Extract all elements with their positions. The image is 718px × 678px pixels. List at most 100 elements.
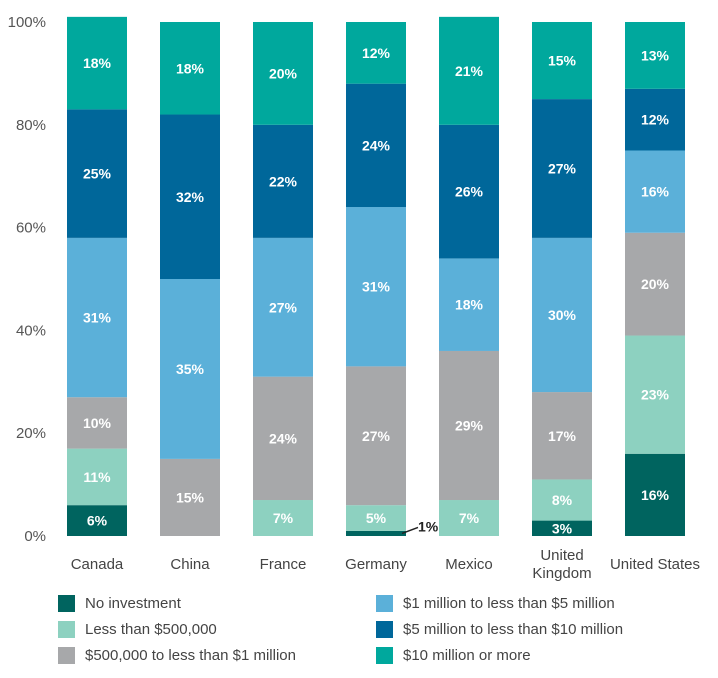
data-label: 30% <box>548 307 577 323</box>
legend-swatch <box>376 646 393 664</box>
bar-segment <box>439 500 499 536</box>
bars: 6% 11% 10% 31% 25% 18% 15% 35% 32% 18% 7% 24% 27% 22%… <box>67 16 685 536</box>
data-label: 32% <box>176 189 205 205</box>
bar-segment <box>253 237 313 377</box>
bar-segment <box>253 22 313 125</box>
bar-group: 15% 35% 32% 18% <box>160 22 220 536</box>
data-label: 15% <box>548 53 577 69</box>
bar-segment <box>346 505 406 531</box>
legend-label: Less than $500,000 <box>85 620 217 638</box>
data-label: 21% <box>455 63 484 79</box>
legend-swatch <box>58 594 75 612</box>
bar-segment <box>439 350 499 501</box>
data-label: 6% <box>87 513 108 529</box>
x-category-label: Mexico <box>445 556 493 573</box>
y-tick-label: 40% <box>16 322 46 339</box>
x-category-label: United States <box>610 556 700 573</box>
stacked-bar-chart: 0%20%40%60%80%100% 6%11%10%31%25%18%15%3… <box>8 14 700 582</box>
bar-segment <box>625 232 685 336</box>
bar-segment <box>67 109 127 238</box>
x-axis: Canada China France Germany Mexico UnitedKing… <box>71 547 700 582</box>
legend-swatch <box>58 646 75 664</box>
callout-leader <box>401 526 419 535</box>
bar-segment <box>625 453 685 536</box>
y-tick-label: 0% <box>24 528 46 545</box>
x-category-label: Germany <box>345 556 407 573</box>
data-label: 31% <box>83 310 112 326</box>
bar-segment <box>532 22 592 100</box>
legend-item: $500,000 to less than $1 million <box>58 644 296 666</box>
bar-segment <box>439 258 499 351</box>
x-category-label: Canada <box>71 556 124 573</box>
x-category-label: France <box>260 556 307 573</box>
legend-label: $1 million to less than $5 million <box>403 594 615 612</box>
data-label: 31% <box>362 279 391 295</box>
bar-segment <box>346 530 406 536</box>
bar-segment <box>253 124 313 238</box>
data-label: 24% <box>269 430 298 446</box>
data-label: 8% <box>552 492 573 508</box>
data-label: 3% <box>552 520 573 536</box>
bar-segment <box>67 397 127 449</box>
data-label: 15% <box>176 489 205 505</box>
legend: No investment Less than $500,000 $500,000 … <box>58 592 698 672</box>
bar-segment <box>160 279 220 459</box>
data-label: 29% <box>455 417 484 433</box>
data-label: 20% <box>641 276 670 292</box>
data-label: 20% <box>269 65 298 81</box>
legend-swatch <box>376 594 393 612</box>
legend-item: $5 million to less than $10 million <box>376 618 623 640</box>
bar-segment <box>346 22 406 84</box>
legend-label: $500,000 to less than $1 million <box>85 646 296 664</box>
data-label: 7% <box>459 510 480 526</box>
bar-group: 6% 11% 10% 31% 25% 18% <box>67 16 127 536</box>
y-tick-label: 20% <box>16 425 46 442</box>
bar-segment <box>532 99 592 238</box>
bar-group: 16% 23% 20% 16% 12% 13% <box>625 22 685 536</box>
data-label: 12% <box>362 45 391 61</box>
data-label: 26% <box>455 184 484 200</box>
bar-segment <box>625 150 685 233</box>
legend-label: No investment <box>85 594 181 612</box>
data-label: 16% <box>641 184 670 200</box>
data-label: 13% <box>641 47 670 63</box>
bar-segment <box>532 392 592 480</box>
legend-swatch <box>376 620 393 638</box>
bar-segment <box>253 376 313 501</box>
bar-segment <box>67 237 127 398</box>
legend-label: $5 million to less than $10 million <box>403 620 624 638</box>
data-label: 7% <box>273 510 294 526</box>
bar-segment <box>67 16 127 110</box>
data-label: 22% <box>269 173 298 189</box>
data-label: 16% <box>641 487 670 503</box>
y-tick-label: 100% <box>8 14 46 31</box>
data-label: 27% <box>269 299 298 315</box>
bar-group: 7% 24% 27% 22% 20% <box>253 22 313 536</box>
legend-item: $1 million to less than $5 million <box>376 592 615 614</box>
legend-item: $10 million or more <box>376 644 531 666</box>
bar-segment <box>625 22 685 89</box>
bar-segment <box>532 479 592 521</box>
y-axis: 0% 20% 40% 60% 80% 100% <box>8 14 46 545</box>
data-label: 10% <box>83 415 112 431</box>
data-label: 35% <box>176 361 205 377</box>
data-label: 18% <box>455 297 484 313</box>
bar-segment <box>346 83 406 208</box>
data-label: 27% <box>548 160 577 176</box>
bar-segment <box>346 366 406 506</box>
legend-label: $10 million or more <box>403 646 531 664</box>
x-category-label: Kingdom <box>532 565 591 582</box>
bar-segment <box>532 520 592 536</box>
bar-segment <box>625 335 685 454</box>
bar-segment <box>160 22 220 115</box>
x-category-label: United <box>540 547 583 564</box>
data-label: 24% <box>362 137 391 153</box>
bar-segment <box>160 114 220 280</box>
bar-segment <box>67 448 127 506</box>
data-label: 25% <box>83 166 112 182</box>
bar-segment <box>439 124 499 259</box>
y-tick-label: 60% <box>16 220 46 237</box>
bar-segment <box>160 458 220 536</box>
bar-segment <box>532 237 592 393</box>
x-category-label: China <box>170 556 210 573</box>
